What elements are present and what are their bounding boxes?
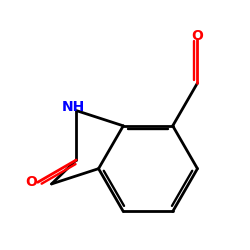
Text: O: O <box>192 29 203 43</box>
Text: O: O <box>26 175 38 189</box>
Text: NH: NH <box>62 100 86 114</box>
